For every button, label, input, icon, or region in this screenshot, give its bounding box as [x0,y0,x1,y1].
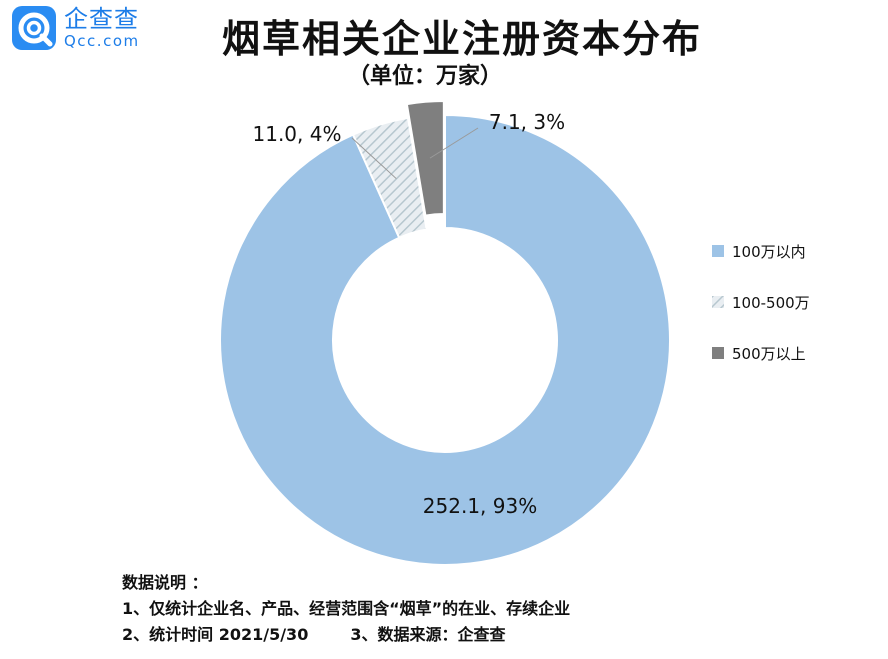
notes-data-source: 3、数据来源：企查查 [350,625,506,644]
chart-title: 烟草相关企业注册资本分布 [222,17,703,61]
legend-item-100-500wan: 100-500万 [712,289,810,315]
chart-legend: 100万以内 100-500万 500万以上 [712,238,810,391]
slice-100-500wan [351,116,428,240]
slice-100wan-within [219,113,671,566]
legend-item-500wan-above: 500万以上 [712,340,810,366]
legend-label-100wan-within: 100万以内 [732,242,806,261]
leader-line-100-500wan [351,137,397,180]
logo-text-cn: 企查查 [64,5,139,33]
leader-line-500wan-above [429,127,479,159]
data-label-500wan-above: 7.1, 3% [489,110,565,134]
legend-swatch-500wan-above [712,347,724,359]
notes-line-2: 2、统计时间 2021/5/30 3、数据来源：企查查 [122,622,570,648]
legend-swatch-100-500wan [712,296,724,308]
logo: 企查查 Qcc.com [12,6,140,50]
notes-heading: 数据说明 ： [122,573,208,592]
slice-500wan-above [405,100,445,217]
qcc-logo-icon [12,6,56,50]
data-label-100-500wan: 11.0, 4% [253,122,342,146]
legend-label-500wan-above: 500万以上 [732,344,806,363]
data-notes: 数据说明 ： 1、仅统计企业名、产品、经营范围含“烟草”的在业、存续企业 2、统… [122,570,570,648]
legend-label-100-500wan: 100-500万 [732,293,810,312]
notes-stat-date: 2、统计时间 2021/5/30 [122,625,309,644]
legend-swatch-100wan-within [712,245,724,257]
chart-unit: （单位：万家） [348,64,503,89]
data-label-100wan-within: 252.1, 93% [423,494,537,518]
notes-line-1: 1、仅统计企业名、产品、经营范围含“烟草”的在业、存续企业 [122,599,571,618]
logo-text-en: Qcc.com [64,32,140,50]
legend-item-100wan-within: 100万以内 [712,238,810,264]
